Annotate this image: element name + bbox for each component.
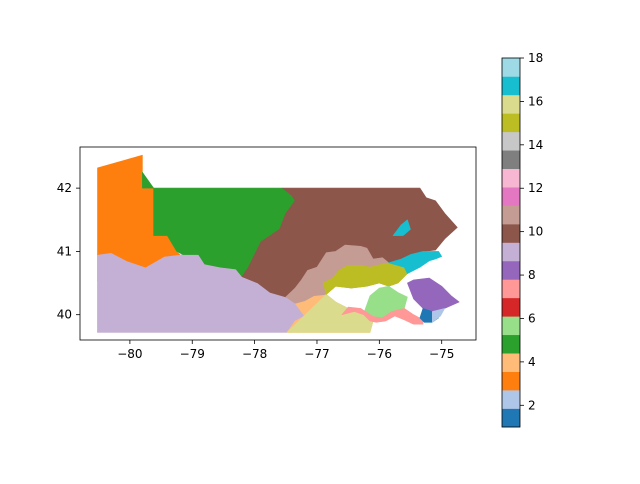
x-tick-label: −79 [180, 347, 205, 361]
district-8-shape [407, 277, 460, 312]
district-2 [431, 308, 446, 323]
y-tick-label: 41 [57, 244, 72, 258]
x-tick-label: −76 [367, 347, 392, 361]
colorbar-swatch [502, 316, 520, 336]
district-7 [341, 306, 424, 325]
colorbar-swatch [502, 371, 520, 391]
colorbar-tick-label: 14 [528, 138, 543, 152]
colorbar-frame [501, 57, 521, 428]
district-17-shape [388, 251, 443, 274]
x-axis: −80 −79 −78 −77 −76 −75 [117, 340, 454, 361]
colorbar-tick-label: 6 [528, 311, 536, 325]
colorbar-tick-label: 4 [528, 355, 536, 369]
colorbar-swatch [502, 168, 520, 188]
colorbar-swatch [502, 224, 520, 243]
colorbar-tick-label: 16 [528, 94, 543, 108]
colorbar-swatch [502, 113, 520, 133]
y-tick-label: 40 [57, 308, 72, 322]
y-tick-label: 42 [57, 181, 72, 195]
x-tick-label: −80 [117, 347, 142, 361]
colorbar-swatch [502, 205, 520, 225]
colorbar-swatch [502, 58, 520, 77]
colorbar-swatch [502, 334, 520, 354]
colorbar-swatch [502, 279, 520, 299]
colorbar-tick-label: 18 [528, 51, 543, 65]
district-map [97, 154, 460, 333]
y-axis: 40 41 42 [57, 181, 80, 322]
colorbar-tick-label: 10 [528, 225, 543, 239]
colorbar-swatch [502, 187, 520, 206]
colorbar-swatch [502, 242, 520, 262]
colorbar-swatch [502, 297, 520, 317]
colorbar-tick-label: 2 [528, 398, 536, 412]
colorbar-swatch [502, 76, 520, 96]
district-2-shape [431, 308, 446, 323]
colorbar-swatch [502, 353, 520, 372]
colorbar: 2 4 6 8 10 12 14 16 18 [501, 51, 543, 428]
plot-frame [79, 146, 477, 341]
colorbar-swatch [502, 150, 520, 169]
colorbar-swatch [502, 260, 520, 280]
colorbar-swatch [502, 408, 520, 428]
x-tick-label: −75 [429, 347, 454, 361]
colorbar-tick-label: 12 [528, 181, 543, 195]
district-7-shape [341, 306, 424, 325]
colorbar-swatch [502, 94, 520, 114]
x-tick-label: −78 [242, 347, 267, 361]
district-17-shape [392, 219, 411, 236]
colorbar-swatch [502, 131, 520, 151]
district-17 [388, 219, 443, 274]
colorbar-swatch [502, 390, 520, 409]
colorbar-tick-label: 8 [528, 268, 536, 282]
district-8 [407, 277, 460, 312]
x-tick-label: −77 [304, 347, 329, 361]
